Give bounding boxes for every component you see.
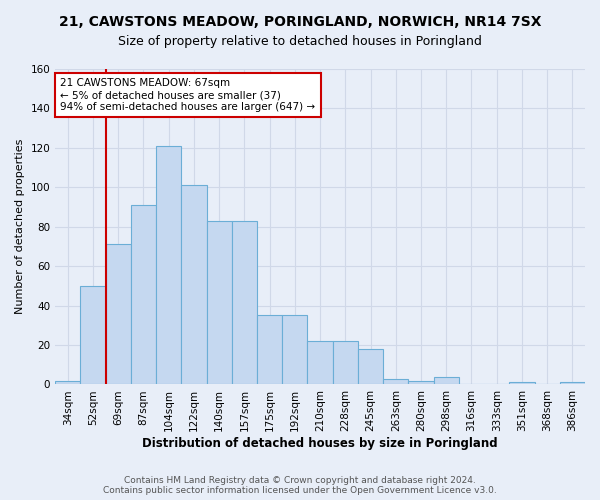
Bar — [383, 378, 409, 384]
Bar — [156, 146, 181, 384]
Text: 21, CAWSTONS MEADOW, PORINGLAND, NORWICH, NR14 7SX: 21, CAWSTONS MEADOW, PORINGLAND, NORWICH… — [59, 15, 541, 29]
Bar — [434, 376, 459, 384]
X-axis label: Distribution of detached houses by size in Poringland: Distribution of detached houses by size … — [142, 437, 498, 450]
Bar — [232, 221, 257, 384]
Bar — [509, 382, 535, 384]
Bar — [206, 221, 232, 384]
Bar — [131, 205, 156, 384]
Bar — [257, 316, 282, 384]
Text: Size of property relative to detached houses in Poringland: Size of property relative to detached ho… — [118, 35, 482, 48]
Bar — [560, 382, 585, 384]
Bar — [181, 186, 206, 384]
Bar — [307, 341, 332, 384]
Bar — [358, 349, 383, 384]
Bar — [80, 286, 106, 384]
Text: Contains HM Land Registry data © Crown copyright and database right 2024.
Contai: Contains HM Land Registry data © Crown c… — [103, 476, 497, 495]
Bar — [106, 244, 131, 384]
Bar — [55, 380, 80, 384]
Y-axis label: Number of detached properties: Number of detached properties — [15, 139, 25, 314]
Bar — [332, 341, 358, 384]
Bar — [409, 380, 434, 384]
Text: 21 CAWSTONS MEADOW: 67sqm
← 5% of detached houses are smaller (37)
94% of semi-d: 21 CAWSTONS MEADOW: 67sqm ← 5% of detach… — [61, 78, 316, 112]
Bar — [282, 316, 307, 384]
